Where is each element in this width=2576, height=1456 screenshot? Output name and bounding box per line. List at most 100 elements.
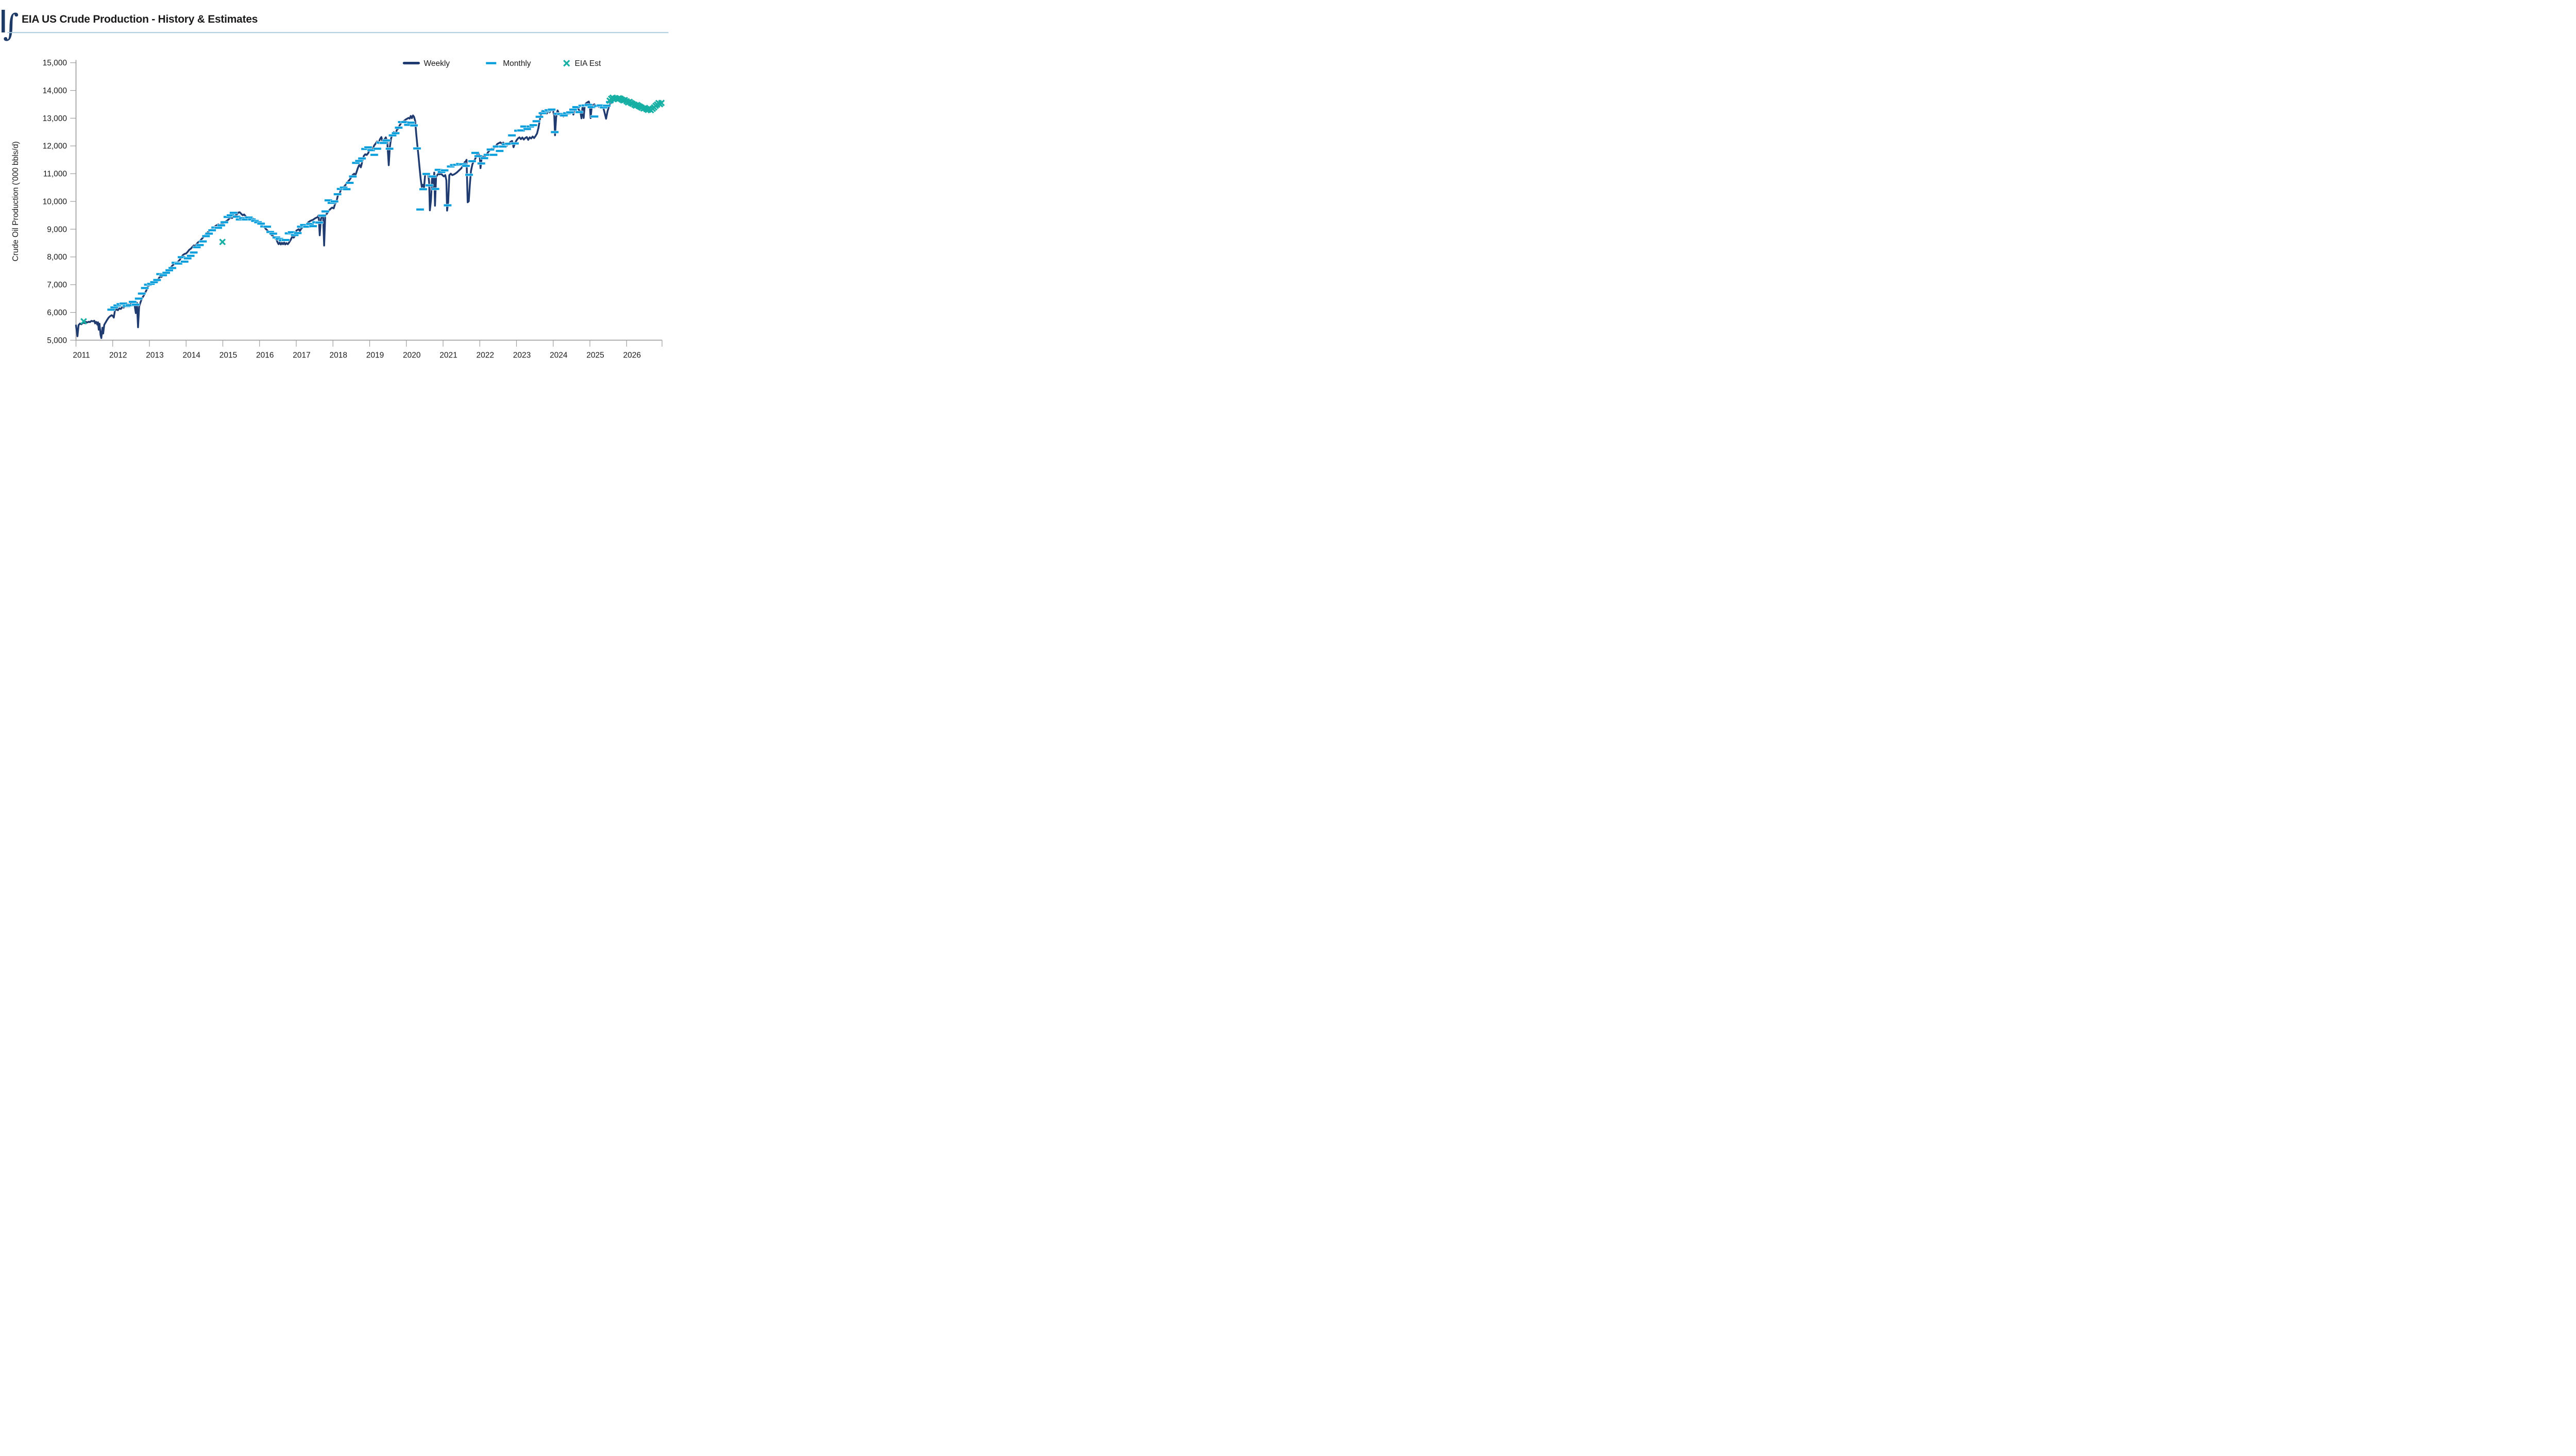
monthly-dash-marker: [321, 210, 330, 213]
monthly-dash-marker: [495, 149, 504, 152]
monthly-dash-marker: [205, 232, 213, 235]
monthly-dash-marker: [419, 187, 428, 191]
x-tick-label: 2014: [183, 351, 201, 360]
x-tick-label: 2026: [623, 351, 641, 360]
monthly-dash-marker: [220, 220, 229, 224]
x-tick-label: 2025: [586, 351, 604, 360]
monthly-dash-marker: [198, 239, 208, 243]
x-tick-label: 2022: [477, 351, 494, 360]
monthly-dash-marker: [131, 303, 140, 306]
monthly-dash-marker: [152, 278, 161, 282]
x-tick-label: 2018: [330, 351, 347, 360]
monthly-dash-marker: [529, 124, 538, 127]
monthly-dash-marker: [425, 184, 434, 187]
monthly-dash-marker: [269, 232, 278, 235]
legend-eia-est-label: EIA Est: [575, 59, 602, 68]
monthly-dash-marker: [590, 115, 599, 118]
legend: Weekly Monthly EIA Est: [402, 59, 602, 68]
eia-est-x-marker: [219, 238, 226, 246]
ls-logo-integral: ∫: [3, 7, 19, 43]
monthly-dash-marker: [134, 297, 143, 300]
y-tick-label: 13,000: [43, 114, 67, 123]
x-tick-label: 2021: [439, 351, 457, 360]
x-tick-label: 2024: [550, 351, 568, 360]
monthly-dash-marker: [345, 181, 354, 184]
monthly-dash-marker: [180, 260, 189, 263]
y-axis-ticks: 5,000 6,000 7,000 8,000 9,000 10,000 11,000 12,…: [43, 59, 76, 345]
monthly-dash-marker: [440, 169, 449, 172]
monthly-dash-marker: [468, 160, 477, 163]
y-tick-label: 6,000: [47, 309, 67, 317]
monthly-dash-marker: [263, 225, 272, 228]
monthly-dash-marker: [217, 224, 226, 227]
monthly-dash-marker: [507, 134, 516, 137]
x-tick-label: 2016: [256, 351, 274, 360]
monthly-dash-marker: [257, 222, 265, 225]
monthly-dash-marker: [293, 231, 302, 235]
y-tick-label: 11,000: [43, 170, 67, 179]
ls-logo-bar: [2, 10, 5, 32]
x-tick-label: 2015: [219, 351, 237, 360]
monthly-dash-marker: [187, 254, 195, 258]
monthly-dash-marker: [373, 147, 382, 150]
monthly-dash-marker: [410, 124, 418, 127]
monthly-dash-marker: [422, 173, 431, 176]
y-axis-title: Crude Oil Production ('000 bbls/d): [11, 142, 20, 262]
monthly-dash-marker: [214, 226, 223, 230]
monthly-dash-marker: [489, 153, 498, 157]
monthly-dash-marker: [159, 273, 167, 277]
monthly-dash-marker: [431, 187, 440, 191]
eia-est-x-marker: [658, 99, 665, 107]
y-tick-label: 12,000: [43, 142, 67, 151]
monthly-dash-marker: [281, 238, 290, 242]
monthly-dash-marker: [550, 130, 559, 134]
monthly-dash-marker: [379, 141, 388, 145]
eia-est-series: [80, 94, 665, 325]
ls-logo: ∫: [2, 7, 19, 43]
monthly-dash-marker: [547, 108, 556, 111]
monthly-dash-marker: [354, 159, 363, 163]
monthly-dash-marker: [201, 234, 210, 238]
monthly-dash-marker: [370, 153, 379, 157]
monthly-dash-marker: [315, 221, 324, 224]
monthly-series: [107, 100, 614, 311]
monthly-dash-marker: [523, 127, 532, 131]
x-axis: 2011 2012 2013 2014 2015 2016 2017 2018 2019 2020…: [73, 339, 663, 360]
x-tick-label: 2023: [513, 351, 531, 360]
monthly-dash-marker: [128, 300, 137, 303]
y-axis: 5,000 6,000 7,000 8,000 9,000 10,000 11,000 12,…: [11, 59, 77, 345]
monthly-dash-marker: [140, 286, 149, 289]
monthly-dash-marker: [471, 151, 480, 155]
monthly-dash-marker: [229, 211, 238, 214]
monthly-dash-marker: [575, 110, 584, 114]
monthly-dash-marker: [342, 187, 351, 191]
monthly-dash-marker: [382, 139, 391, 142]
monthly-dash-marker: [309, 225, 317, 228]
monthly-dash-marker: [602, 104, 611, 107]
y-tick-label: 15,000: [43, 59, 67, 67]
report-page: 5,000 6,000 7,000 8,000 9,000 10,000 11,000 12,…: [0, 0, 670, 364]
monthly-dash-marker: [318, 214, 327, 217]
monthly-dash-marker: [168, 266, 177, 270]
monthly-dash-marker: [162, 271, 171, 275]
monthly-dash-marker: [569, 108, 578, 111]
monthly-dash-marker: [138, 292, 146, 295]
x-tick-label: 2012: [109, 351, 127, 360]
monthly-dash-marker: [348, 175, 357, 178]
monthly-dash-marker: [358, 157, 366, 160]
x-tick-label: 2013: [146, 351, 163, 360]
monthly-dash-marker: [511, 142, 519, 145]
monthly-dash-marker: [566, 111, 574, 114]
monthly-dash-marker: [385, 147, 394, 150]
eia-est-x-marker: [80, 318, 87, 325]
y-tick-label: 9,000: [47, 225, 67, 234]
legend-weekly-label: Weekly: [424, 59, 450, 68]
monthly-dash-marker: [174, 262, 183, 265]
legend-eia-est-marker-icon: [563, 60, 570, 67]
header-divider: [7, 32, 669, 33]
monthly-dash-marker: [480, 157, 489, 160]
x-tick-label: 2019: [366, 351, 384, 360]
monthly-dash-marker: [406, 121, 415, 124]
monthly-dash-marker: [535, 115, 544, 118]
monthly-dash-marker: [364, 146, 372, 149]
